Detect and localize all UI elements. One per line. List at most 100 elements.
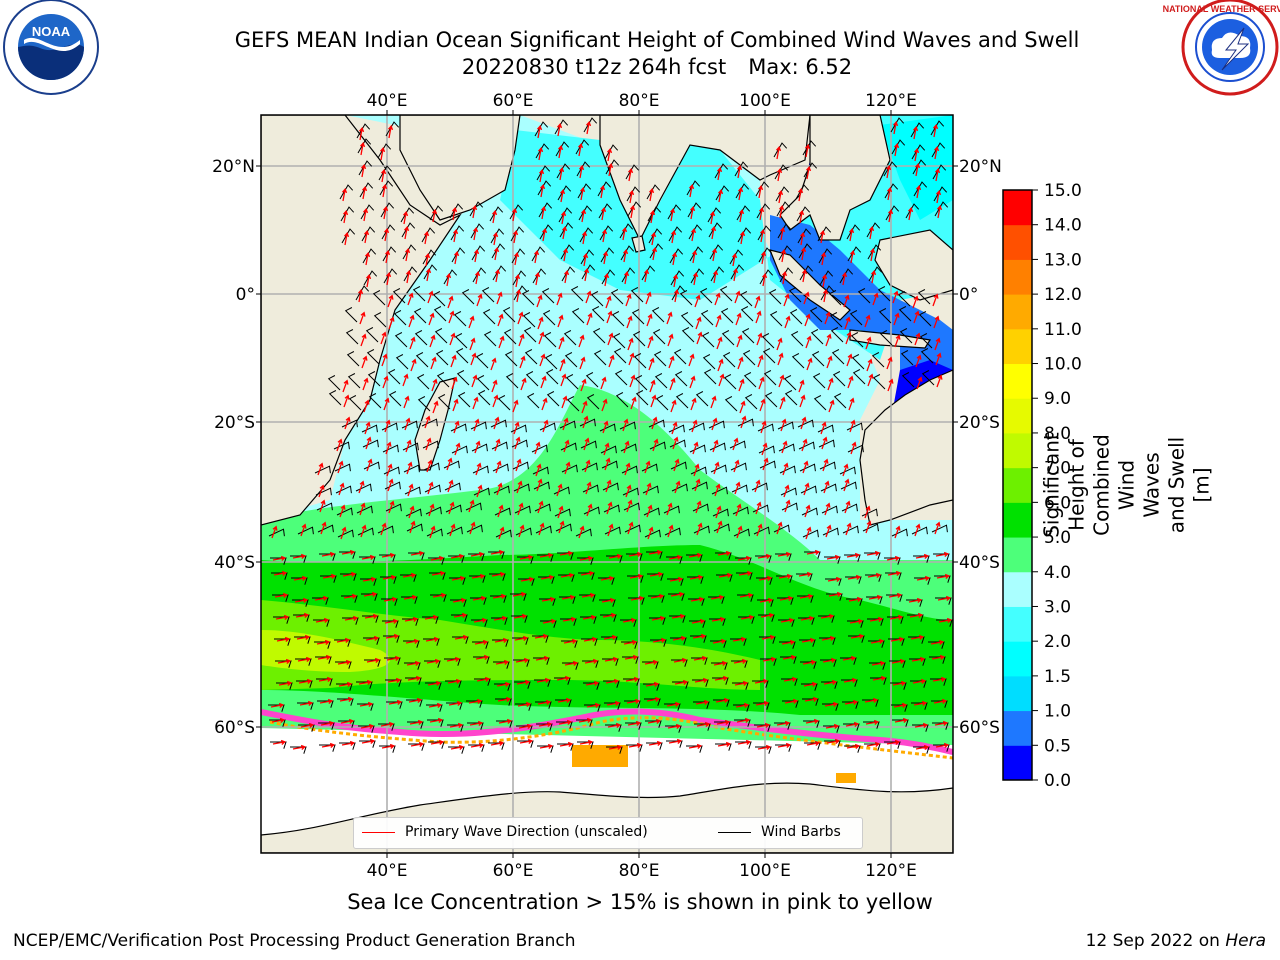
- wave-direction-arrow: [622, 226, 628, 241]
- wave-direction-arrow: [494, 438, 501, 452]
- wind-barb: [570, 286, 584, 302]
- wave-direction-arrow: [382, 574, 397, 580]
- wind-barb: [467, 722, 484, 730]
- wind-barb: [669, 248, 684, 264]
- wave-direction-arrow: [470, 551, 485, 557]
- wind-barb: [627, 201, 642, 217]
- wind-barb: [517, 740, 534, 748]
- wave-direction-arrow: [366, 657, 381, 663]
- wind-barb: [844, 745, 861, 753]
- wind-barb: [849, 310, 863, 326]
- wind-barb: [870, 677, 887, 685]
- wind-barb: [429, 572, 446, 580]
- legend-black-line: [718, 831, 751, 833]
- wave-direction-arrow: [670, 591, 685, 597]
- wave-direction-arrow: [935, 167, 941, 182]
- wave-direction-arrow: [757, 354, 764, 368]
- arabian-peninsula: [399, 115, 521, 221]
- wave-direction-arrow: [271, 525, 278, 539]
- wave-direction-arrow: [360, 723, 375, 729]
- wave-direction-arrow: [536, 677, 551, 683]
- wave-direction-arrow: [556, 292, 563, 306]
- wave-direction-arrow: [910, 634, 925, 640]
- wave-direction-arrow: [342, 187, 348, 202]
- wave-direction-arrow: [780, 418, 787, 432]
- wind-barb: [783, 375, 797, 391]
- wind-barb: [393, 310, 407, 326]
- wave-direction-arrow: [846, 552, 861, 558]
- wave-direction-arrow: [469, 720, 484, 726]
- wave-direction-arrow: [784, 315, 791, 329]
- wave-direction-arrow: [733, 459, 740, 473]
- wave-direction-arrow: [475, 462, 482, 476]
- wind-barb: [887, 616, 904, 624]
- wind-barb: [913, 181, 928, 197]
- wind-barb: [392, 288, 406, 304]
- wind-barb: [577, 183, 592, 199]
- wave-direction-arrow: [711, 417, 718, 431]
- wind-barb: [590, 291, 604, 307]
- wind-barb: [802, 698, 819, 706]
- wind-barb: [666, 740, 683, 748]
- wave-direction-arrow: [556, 483, 563, 497]
- wind-barb: [400, 574, 417, 582]
- wind-barb: [631, 309, 645, 325]
- wind-barb: [729, 249, 744, 265]
- wave-direction-arrow: [623, 440, 630, 454]
- wind-barb: [387, 369, 401, 385]
- wind-barb: [665, 725, 682, 733]
- wave-direction-arrow: [408, 697, 423, 703]
- wind-barb: [757, 599, 774, 607]
- wave-direction-arrow: [537, 124, 543, 139]
- wind-barb: [621, 267, 636, 283]
- wind-barb: [817, 226, 832, 242]
- wave-direction-arrow: [535, 463, 542, 477]
- wave-direction-arrow: [536, 478, 543, 492]
- wave-direction-arrow: [644, 460, 651, 474]
- wind-barb: [679, 290, 693, 306]
- wave-direction-arrow: [757, 744, 772, 750]
- wave-direction-arrow: [559, 166, 565, 181]
- wind-barb: [270, 741, 287, 749]
- wind-barb: [335, 661, 352, 669]
- wave-direction-arrow: [626, 315, 633, 329]
- wave-direction-arrow: [580, 186, 586, 201]
- wind-barb: [578, 572, 595, 580]
- wave-direction-arrow: [695, 699, 710, 705]
- wave-direction-arrow: [754, 678, 769, 684]
- wave-direction-arrow: [432, 208, 438, 223]
- wave-direction-arrow: [539, 743, 554, 749]
- lon-label-top-100e: 100°E: [739, 91, 791, 111]
- wave-direction-arrow: [893, 312, 900, 326]
- wind-barb: [599, 599, 616, 607]
- wind-barb: [453, 311, 467, 327]
- wind-barb: [681, 327, 695, 343]
- wave-direction-arrow: [849, 419, 856, 433]
- wave-direction-arrow: [776, 337, 783, 351]
- colorbar-segment: [1003, 710, 1032, 746]
- wave-direction-arrow: [514, 635, 529, 641]
- wave-direction-arrow: [798, 187, 804, 202]
- wind-barb: [883, 161, 898, 177]
- wind-barb: [930, 120, 945, 136]
- wind-barb: [544, 354, 558, 370]
- wave-direction-arrow: [938, 617, 953, 623]
- wind-barb: [516, 725, 533, 733]
- wave-direction-arrow: [344, 231, 350, 246]
- wind-barb: [429, 205, 444, 221]
- wind-barb: [774, 164, 789, 180]
- wind-barb: [401, 222, 416, 238]
- wave-direction-arrow: [734, 680, 749, 686]
- wave-direction-arrow: [799, 593, 814, 599]
- wave-direction-arrow: [630, 396, 637, 410]
- wave-direction-arrow: [536, 294, 543, 308]
- wave-direction-arrow: [539, 552, 554, 558]
- wind-barb: [576, 719, 593, 727]
- wind-barb: [379, 554, 396, 562]
- wave-direction-arrow: [387, 294, 394, 308]
- wave-direction-arrow: [629, 573, 644, 579]
- wind-barb: [402, 618, 419, 626]
- wave-direction-arrow: [892, 290, 899, 304]
- wind-barb: [910, 122, 925, 138]
- wind-barb: [437, 394, 451, 410]
